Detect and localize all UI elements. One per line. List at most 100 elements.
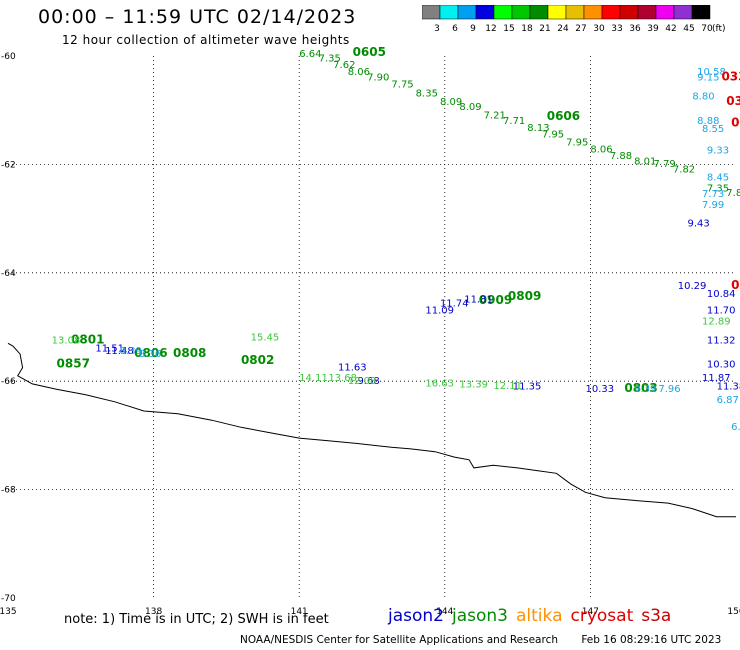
- pass-time-label: 0808: [173, 346, 206, 360]
- swh-value-label: 7.90: [367, 72, 389, 83]
- pass-time-label: 0337: [721, 69, 740, 83]
- scale-tick-label: 6: [452, 24, 458, 34]
- swh-value-label: 8.06: [590, 144, 612, 155]
- pass-time-label: 0809: [508, 289, 541, 303]
- swh-value-label: 7.85: [726, 188, 740, 199]
- swh-value-label: 7.79: [653, 159, 675, 170]
- footer-note: note: 1) Time is in UTC; 2) SWH is in fe…: [64, 612, 329, 627]
- swh-value-label: 8.09: [440, 97, 462, 108]
- scale-tick-label: 36: [629, 24, 641, 34]
- scale-tick-label: 12: [485, 24, 496, 34]
- scale-tick-label: 45: [683, 24, 694, 34]
- swh-value-label: 8.06: [348, 67, 370, 78]
- swh-value-label: 13.08: [52, 335, 81, 346]
- credit-organization: NOAA/NESDIS Center for Satellite Applica…: [240, 634, 558, 646]
- pass-time-label: 0605: [353, 45, 386, 59]
- pass-time-label: 0806: [134, 346, 167, 360]
- swh-value-label: 8.09: [459, 102, 481, 113]
- swh-value-label: 11.09: [425, 305, 454, 316]
- scale-tick-label: 70: [701, 24, 713, 34]
- pass-time-label: 0909: [479, 293, 512, 307]
- swh-value-label: 8.80: [692, 91, 714, 102]
- pass-time-label: 0606: [547, 109, 580, 123]
- satellite-legend: jason2 jason3 altika cryosat s3a: [388, 606, 679, 626]
- swh-value-label: 11.48: [105, 346, 134, 357]
- swh-value-label: 11.35: [513, 381, 542, 392]
- legend-item-s3a: s3a: [641, 606, 672, 626]
- swh-value-label: 8.36: [139, 349, 161, 360]
- scale-tick-label: 39: [647, 24, 659, 34]
- legend-item-cryosat: cryosat: [570, 606, 634, 626]
- y-tick-label: -60: [1, 52, 16, 62]
- swh-value-label: 11.81: [464, 295, 493, 306]
- swh-value-label: 12.11: [493, 381, 522, 392]
- swh-value-label: 9.15: [697, 72, 719, 83]
- legend-item-jason2: jason2: [388, 606, 444, 626]
- scale-swatch: [691, 4, 711, 20]
- swh-value-label: 12.89: [702, 316, 731, 327]
- swh-value-label: 7.35: [319, 53, 341, 64]
- x-tick-label: 144: [436, 607, 453, 617]
- pass-time-label: 0802: [241, 353, 274, 367]
- swh-value-label: 13.68: [328, 373, 357, 384]
- scale-tick-label: 30: [593, 24, 605, 34]
- pass-time-label: 0336: [731, 278, 740, 292]
- swh-value-label: 11.74: [440, 298, 469, 309]
- swh-value-label: 10.29: [678, 281, 707, 292]
- swh-value-label: 7.35: [707, 184, 729, 195]
- swh-value-label: 10.33: [586, 384, 615, 395]
- swh-value-label: 11.70: [707, 305, 736, 316]
- swh-value-label: 11.63: [338, 362, 367, 373]
- pass-time-label: 0803: [624, 381, 657, 395]
- swh-value-label: 9.33: [707, 146, 729, 157]
- scale-tick-label: 15: [503, 24, 514, 34]
- chart-subtitle: 12 hour collection of altimeter wave hei…: [62, 33, 350, 47]
- x-tick-label: 138: [145, 607, 162, 617]
- pass-time-label: 0857: [57, 357, 90, 371]
- swh-value-label: 8.88: [697, 116, 719, 127]
- swh-value-label: 14.11: [299, 373, 328, 384]
- scale-tick-label: 27: [575, 24, 586, 34]
- scale-tick-label: 3: [434, 24, 440, 34]
- swh-value-label: 15.45: [251, 333, 280, 344]
- swh-value-label: 10.58: [697, 67, 726, 78]
- swh-value-label: 11.38: [717, 381, 740, 392]
- swh-value-label: 7.88: [610, 151, 632, 162]
- swh-value-label: 7.73: [702, 189, 724, 200]
- x-tick-label: 150: [727, 607, 740, 617]
- swh-value-label: 11.32: [707, 335, 736, 346]
- swh-value-label: 7.75: [391, 79, 413, 90]
- swh-value-label: 13.39: [459, 380, 488, 391]
- swh-value-label: 7.71: [503, 116, 525, 127]
- swh-value-label: 16.63: [425, 379, 454, 390]
- swh-value-label: 7.82: [673, 165, 695, 176]
- chart-title: 00:00 – 11:59 UTC 02/14/2023: [38, 6, 357, 28]
- swh-value-label: 10.30: [707, 360, 736, 371]
- coastline: [7, 342, 736, 518]
- pass-time-label: 0337: [726, 94, 740, 108]
- swh-value-label: 8.39: [120, 346, 142, 357]
- scale-tick-label: 42: [665, 24, 676, 34]
- swh-value-label: 8.55: [702, 124, 724, 135]
- swh-value-label: 8.01: [634, 156, 656, 167]
- swh-value-label: 6.64: [299, 49, 321, 60]
- color-scale-legend: 3 6 9 12 15 18 21 24 27 30 33 36 39 42 45 70 (ft): [421, 4, 740, 35]
- swh-value-label: 7.95: [542, 129, 564, 140]
- scale-tick-label: 9: [470, 24, 476, 34]
- x-tick-label: 141: [291, 607, 308, 617]
- pass-time-label: 0336: [731, 115, 740, 129]
- swh-value-label: 12.08: [348, 376, 377, 387]
- swh-value-label: 9.68: [357, 376, 379, 387]
- scale-tick-label: 18: [521, 24, 533, 34]
- legend-item-jason3: jason3: [452, 606, 508, 626]
- swh-value-label: 7.95: [566, 137, 588, 148]
- swh-value-label: 7.62: [333, 60, 355, 71]
- swh-value-label: 9.39: [634, 384, 656, 395]
- y-tick-label: -64: [1, 269, 16, 279]
- swh-value-label: 8.13: [527, 123, 549, 134]
- swh-value-label: 10.84: [707, 289, 736, 300]
- swh-value-label: 9.43: [687, 219, 709, 230]
- swh-value-label: 6.24: [731, 422, 740, 433]
- credit-timestamp: Feb 16 08:29:16 UTC 2023: [581, 634, 722, 646]
- scale-tick-label: 33: [611, 24, 622, 34]
